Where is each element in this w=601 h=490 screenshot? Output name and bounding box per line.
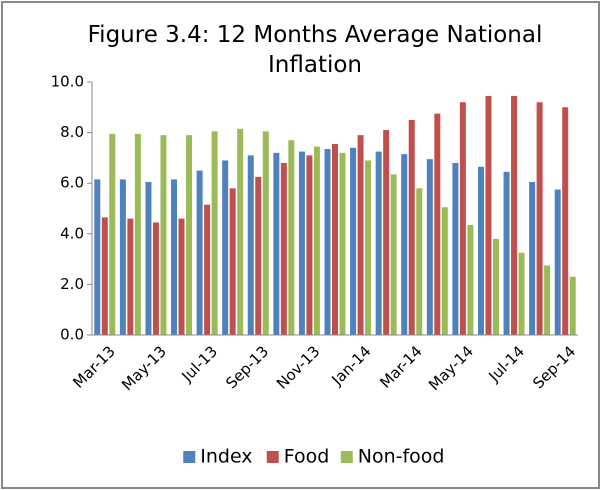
bar [262,131,269,335]
bar [196,170,203,335]
y-tick-label: 8.0 [60,123,84,141]
bar [339,152,346,335]
bar [332,143,338,335]
bar [324,149,331,335]
bar [434,113,441,335]
bar [101,217,108,335]
bar [211,131,218,335]
bar [365,160,372,335]
bar [186,135,193,335]
bar [229,188,236,335]
legend-label: Index [200,446,252,468]
bar [280,162,287,335]
y-tick-label: 4.0 [60,224,84,242]
bar [459,102,466,336]
bar [467,224,474,335]
bar [452,162,459,335]
bar [222,160,229,335]
bar [298,151,305,335]
bar [204,204,211,335]
bar [145,181,152,335]
bar [569,276,576,335]
bar [401,154,408,335]
legend-swatch [266,451,279,463]
bar [383,130,390,335]
bar [178,218,185,335]
bar [237,128,244,335]
legend-swatch [340,451,353,463]
bar [94,179,101,335]
bar [119,179,126,335]
bar [306,155,313,335]
y-tick-label: 2.0 [60,275,84,293]
bar [529,181,536,335]
bar [544,265,551,335]
bar [562,107,569,335]
bar [357,135,364,335]
bar [171,179,178,335]
bar [536,102,543,336]
legend-swatch [183,451,196,463]
y-tick-label: 6.0 [60,174,84,192]
bar [160,135,167,335]
bar [273,152,280,335]
bar [485,95,492,335]
y-tick-label: 10.0 [51,73,84,91]
bar [492,238,499,335]
bar [503,171,510,335]
bar [134,133,141,335]
chart-title: Figure 3.4: 12 Months Average National I… [87,22,543,78]
legend-label: Non-food [358,446,445,468]
bar [554,189,561,335]
bar [441,207,448,335]
bar [288,140,295,335]
y-tick-label: 0.0 [60,326,84,344]
bar [350,147,357,335]
bar [518,252,525,335]
bar [375,151,382,335]
bar [511,95,518,335]
bar [390,174,397,335]
bar [408,119,415,335]
bar [109,133,116,335]
bar [426,159,433,335]
bar [152,222,159,335]
bar [247,155,254,335]
bar [127,218,134,335]
bar [313,146,320,335]
bar [255,176,262,335]
bar [416,188,423,335]
legend-label: Food [284,446,330,468]
bar [477,166,484,335]
